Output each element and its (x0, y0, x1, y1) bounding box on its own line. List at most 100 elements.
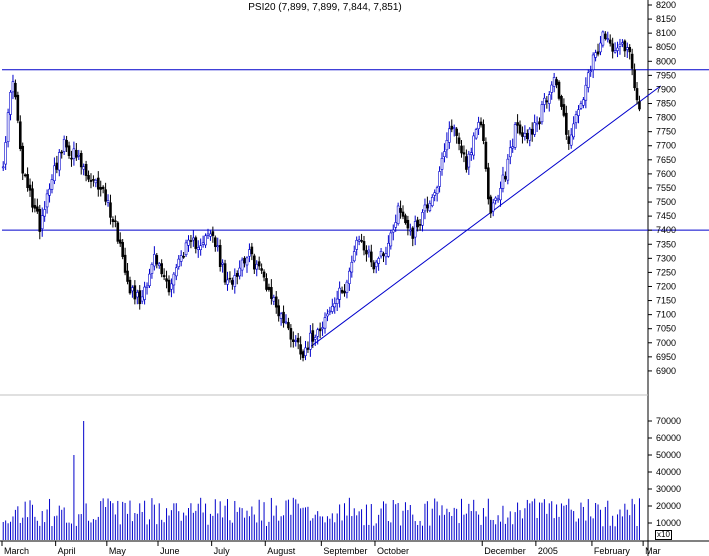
price-candle (109, 202, 112, 218)
price-candle (555, 79, 558, 86)
price-candle (267, 286, 271, 290)
price-candle (562, 104, 566, 116)
price-candle (77, 154, 81, 157)
price-candle (260, 268, 263, 271)
price-candle (36, 206, 39, 212)
month-label: March (4, 546, 29, 556)
price-candle (594, 52, 597, 58)
price-tick-label: 7300 (656, 253, 676, 263)
price-candle (223, 263, 227, 283)
price-candle (482, 124, 485, 142)
volume-tick-label: 40000 (656, 467, 681, 477)
price-candle (135, 292, 139, 298)
price-candle (501, 174, 505, 189)
price-candle (201, 242, 205, 245)
price-candle (294, 340, 298, 342)
price-tick-label: 6900 (656, 366, 676, 376)
price-candle (50, 179, 54, 190)
price-candle (82, 166, 85, 170)
price-candle (89, 179, 93, 182)
price-candle (33, 205, 37, 209)
price-candle (160, 263, 163, 275)
price-candle (231, 280, 234, 285)
price-candle (101, 186, 105, 190)
price-candle (489, 196, 493, 214)
price-tick-label: 7350 (656, 239, 676, 249)
price-candle (121, 242, 124, 257)
month-label: December (484, 546, 526, 556)
month-label: May (109, 546, 127, 556)
price-candle (625, 47, 629, 50)
price-candle (289, 328, 293, 340)
price-candle (540, 104, 544, 123)
price-candle (513, 124, 517, 148)
price-candle (518, 124, 522, 134)
price-candle (23, 174, 27, 177)
price-candle (572, 123, 575, 138)
price-candle (262, 271, 266, 278)
price-tick-label: 8150 (656, 14, 676, 24)
price-candle (582, 99, 585, 106)
price-candle (630, 53, 634, 69)
price-candle (6, 112, 10, 142)
price-candle (194, 237, 198, 249)
price-tick-label: 7700 (656, 141, 676, 151)
volume-tick-label: 60000 (656, 433, 681, 443)
price-candle (638, 101, 641, 110)
price-candle (516, 122, 519, 126)
price-candle (372, 262, 376, 270)
price-candle (14, 82, 17, 98)
price-candle (1, 166, 5, 169)
price-tick-label: 8000 (656, 56, 676, 66)
price-candle (301, 351, 305, 358)
price-candle (560, 96, 563, 107)
price-candle (316, 329, 319, 337)
price-candle (9, 92, 12, 115)
price-tick-label: 7100 (656, 310, 676, 320)
price-candle (84, 164, 88, 176)
price-tick-label: 7600 (656, 169, 676, 179)
price-tick-label: 7650 (656, 155, 676, 165)
price-candle (165, 278, 168, 282)
month-label: June (160, 546, 180, 556)
price-candle (114, 220, 117, 223)
price-tick-label: 7400 (656, 225, 676, 235)
price-tick-label: 7900 (656, 84, 676, 94)
price-candle (426, 204, 429, 209)
chart-title: PSI20 (7,899, 7,899, 7,844, 7,851) (248, 2, 402, 13)
price-candle (26, 174, 29, 188)
price-candle (138, 290, 142, 305)
price-candle (565, 112, 568, 135)
price-candle (48, 188, 51, 196)
price-candle (153, 254, 156, 267)
price-candle (162, 275, 166, 278)
month-label: April (58, 546, 76, 556)
price-candle (299, 344, 302, 355)
price-candle (460, 145, 463, 154)
volume-tick-label: 10000 (656, 518, 681, 528)
price-candle (177, 258, 181, 268)
price-candle (60, 151, 64, 154)
price-candle (506, 158, 510, 181)
price-candle (606, 38, 610, 40)
price-candle (569, 134, 573, 146)
price-candle (396, 205, 400, 224)
price-candle (443, 151, 446, 158)
price-candle (367, 249, 371, 253)
price-candle (62, 138, 66, 152)
price-candle (145, 285, 149, 288)
price-candle (382, 253, 385, 256)
price-candle (70, 157, 73, 160)
price-candle (72, 148, 76, 160)
price-candle (272, 297, 276, 302)
price-tick-label: 7450 (656, 211, 676, 221)
price-candle (172, 273, 176, 286)
price-candle (404, 215, 407, 224)
price-tick-label: 7250 (656, 267, 676, 277)
price-candle (270, 287, 273, 299)
price-tick-label: 7950 (656, 70, 676, 80)
price-candle (111, 219, 115, 223)
price-candle (362, 241, 366, 251)
price-candle (75, 149, 78, 158)
price-candle (309, 332, 312, 350)
